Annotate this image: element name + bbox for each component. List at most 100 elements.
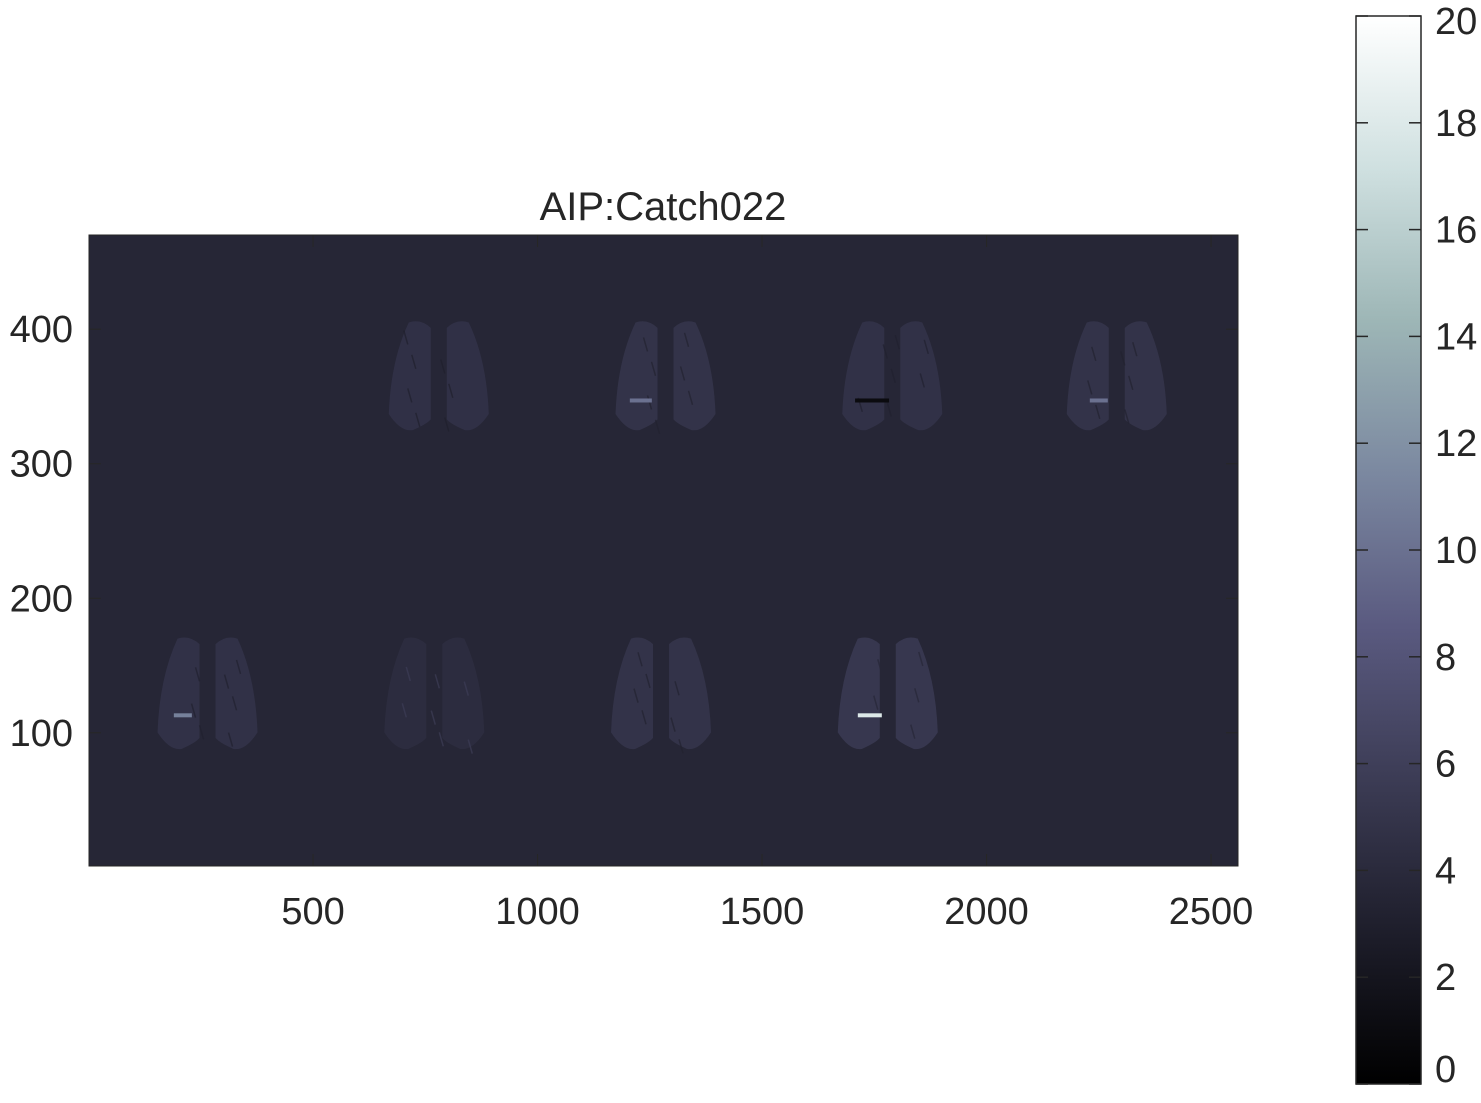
texture-streak — [918, 651, 924, 667]
texture-streak — [641, 710, 647, 725]
texture-streak — [403, 330, 409, 345]
colorbar-tick-label: 16 — [1435, 210, 1477, 252]
bright-line — [173, 713, 192, 718]
texture-streak — [440, 359, 446, 374]
image-background — [89, 235, 1238, 866]
lung-right — [669, 637, 712, 750]
texture-streak — [679, 366, 686, 381]
texture-streak — [235, 659, 242, 675]
texture-streak — [223, 674, 230, 689]
texture-streak — [1124, 409, 1130, 424]
lung-panel — [842, 321, 943, 431]
texture-streak — [411, 354, 417, 370]
texture-streak — [881, 717, 887, 732]
lung-panel — [611, 637, 712, 754]
lung-panel — [837, 637, 938, 750]
lung-right — [673, 321, 716, 431]
y-axis: 100 200 300 400 — [10, 309, 1238, 755]
texture-streak — [430, 710, 437, 725]
lung-left — [388, 321, 431, 431]
texture-streak — [923, 339, 929, 355]
texture-streak — [1132, 341, 1138, 357]
texture-streak — [633, 688, 639, 703]
lung-right — [442, 637, 485, 750]
colorbar: 0 2 4 6 8 10 12 14 16 18 20 — [1355, 1, 1477, 1091]
x-tick-label: 2000 — [944, 891, 1029, 933]
texture-streak — [405, 666, 412, 682]
texture-streak — [444, 417, 450, 432]
lung-left — [837, 637, 880, 750]
lung-right — [446, 321, 489, 431]
texture-streak — [1128, 375, 1134, 391]
texture-streak — [407, 388, 413, 403]
lung-left — [842, 321, 885, 431]
lung-panel — [1066, 321, 1167, 431]
texture-streak — [438, 732, 445, 747]
texture-streak — [910, 724, 916, 739]
x-tick-label: 1500 — [720, 891, 805, 933]
colorbar-tick-label: 0 — [1435, 1049, 1456, 1091]
texture-streak — [1087, 380, 1093, 395]
lung-panel — [388, 321, 489, 432]
texture-streak — [885, 680, 891, 696]
texture-streak — [198, 725, 205, 740]
colorbar-tick-label: 14 — [1435, 316, 1477, 358]
colorbar-tick-label: 20 — [1435, 1, 1477, 43]
colorbar-tick-label: 8 — [1435, 637, 1456, 679]
texture-streak — [1120, 351, 1126, 366]
texture-streak — [873, 695, 879, 710]
y-tick-label: 400 — [10, 309, 73, 351]
texture-streak — [415, 412, 421, 428]
texture-streak — [645, 673, 651, 689]
texture-streak — [687, 390, 694, 406]
colorbar-tick-label: 6 — [1435, 744, 1456, 786]
lung-panel — [384, 637, 485, 754]
x-tick-label: 2500 — [1169, 891, 1254, 933]
colorbar-tick-label: 12 — [1435, 423, 1477, 465]
texture-streak — [642, 337, 649, 352]
bright-line — [629, 398, 652, 403]
plot-area: 500 1000 1500 2000 2500 100 200 300 400 — [10, 234, 1253, 933]
x-tick-label: 500 — [281, 891, 344, 933]
texture-streak — [877, 659, 883, 674]
colorbar-tick-label: 4 — [1435, 850, 1456, 892]
texture-streak — [467, 739, 474, 754]
y-tick-label: 300 — [10, 444, 73, 486]
texture-streak — [401, 703, 408, 718]
texture-streak — [890, 368, 896, 384]
y-tick-label: 200 — [10, 578, 73, 620]
texture-streak — [1091, 346, 1097, 362]
bright-hotspot — [857, 713, 882, 718]
texture-streak — [463, 681, 470, 696]
colorbar-tick-label: 2 — [1435, 957, 1456, 999]
lung-left — [384, 637, 427, 750]
lung-left — [1066, 321, 1109, 431]
chart-title: AIP:Catch022 — [540, 185, 787, 229]
x-axis: 500 1000 1500 2000 2500 — [281, 235, 1253, 933]
texture-streak — [448, 383, 454, 399]
texture-streak — [1095, 404, 1101, 420]
lung-right — [215, 637, 258, 750]
texture-streak — [674, 681, 680, 696]
colorbar-tick-label: 10 — [1435, 530, 1477, 572]
y-tick-label: 100 — [10, 713, 73, 755]
texture-streak — [678, 739, 684, 754]
lung-panel — [157, 637, 258, 750]
texture-streak — [194, 667, 201, 682]
texture-streak — [919, 373, 925, 388]
texture-streak — [670, 717, 676, 732]
image-panels — [157, 321, 1167, 754]
texture-streak — [637, 652, 643, 667]
dark-band — [855, 398, 890, 403]
texture-streak — [886, 402, 892, 417]
texture-streak — [894, 334, 900, 350]
lung-left — [157, 637, 200, 750]
texture-streak — [914, 688, 920, 703]
colorbar-ticks: 0 2 4 6 8 10 12 14 16 18 20 — [1356, 1, 1477, 1091]
x-tick-label: 1000 — [495, 891, 580, 933]
texture-streak — [190, 703, 197, 718]
texture-streak — [650, 361, 657, 377]
texture-streak — [654, 419, 661, 435]
axes-border — [88, 234, 1239, 867]
